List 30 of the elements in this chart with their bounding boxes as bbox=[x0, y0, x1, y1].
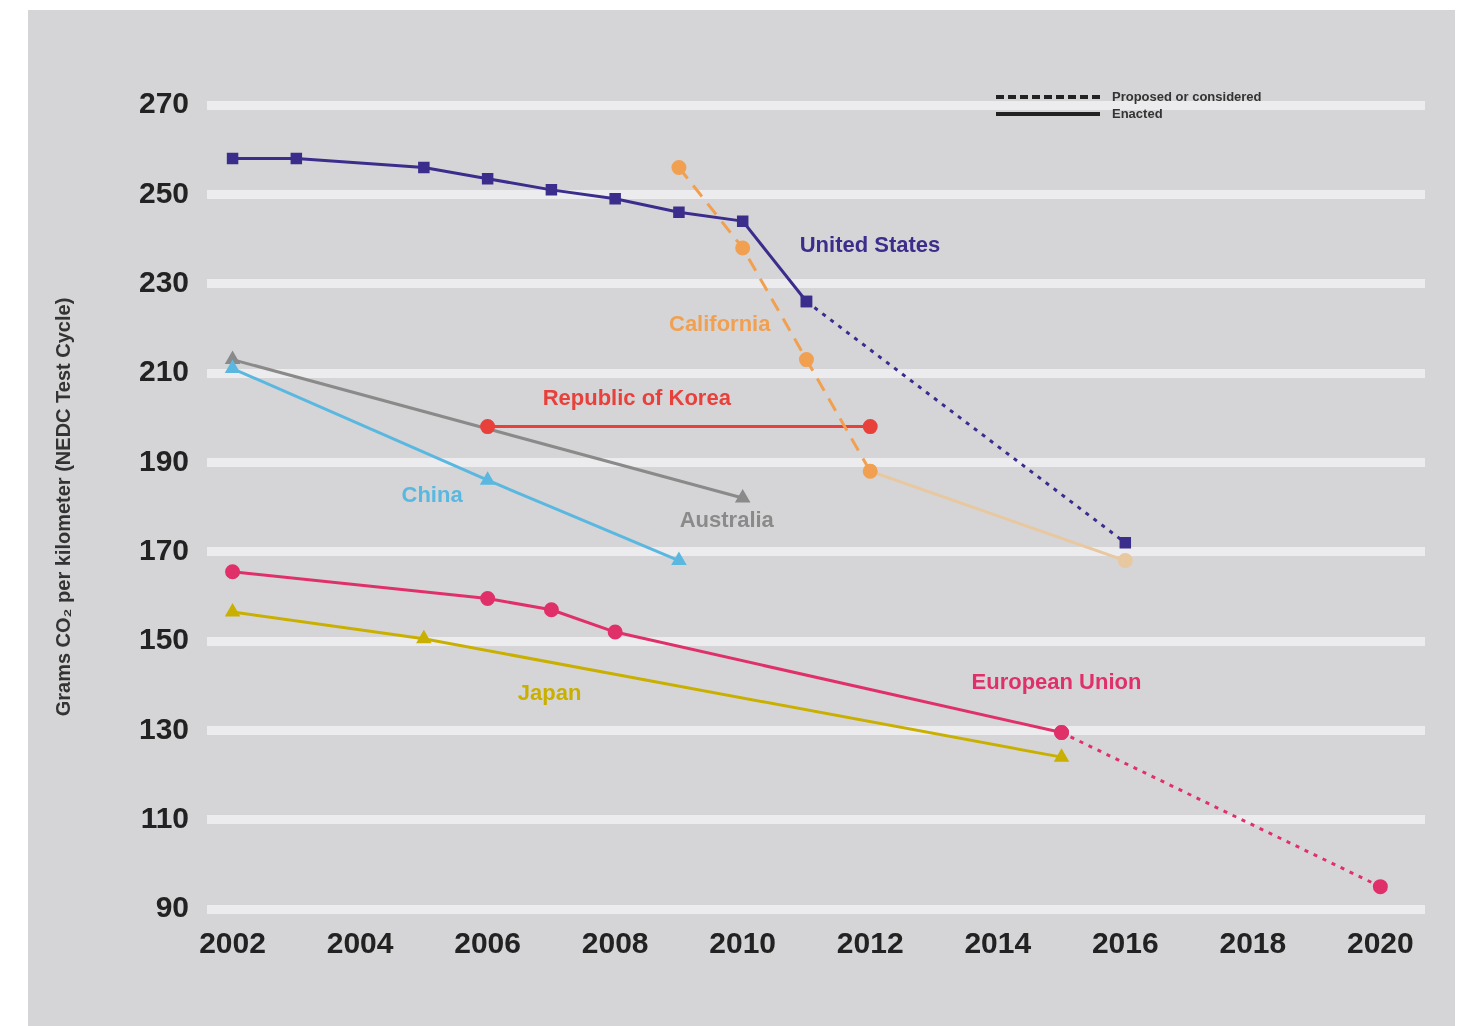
y-tick-label: 90 bbox=[155, 890, 190, 924]
x-tick-label: 2006 bbox=[454, 926, 521, 960]
x-tick-label: 2012 bbox=[836, 926, 904, 960]
y-tick-label: 250 bbox=[138, 175, 190, 209]
x-tick-label: 2004 bbox=[326, 926, 394, 960]
series-label: Australia bbox=[679, 507, 775, 533]
annotation: Enacted bbox=[1112, 106, 1163, 121]
x-tick-label: 2002 bbox=[199, 926, 266, 960]
x-tick-label: 2020 bbox=[1346, 926, 1414, 960]
x-tick-label: 2014 bbox=[964, 926, 1032, 960]
y-tick-label: 150 bbox=[138, 622, 190, 656]
x-tick-label: 2010 bbox=[709, 926, 777, 960]
x-tick-label: 2008 bbox=[581, 926, 649, 960]
x-tick-label: 2016 bbox=[1091, 926, 1159, 960]
y-tick-label: 170 bbox=[138, 532, 190, 566]
series-label: United States bbox=[799, 232, 941, 258]
y-tick-label: 190 bbox=[138, 443, 190, 477]
y-tick-label: 270 bbox=[138, 86, 190, 120]
series-label: China bbox=[401, 482, 464, 508]
series-label: European Union bbox=[971, 668, 1142, 694]
text: Proposed or considered bbox=[1112, 89, 1262, 104]
series-label: Japan bbox=[517, 679, 582, 705]
x-tick-label: 2018 bbox=[1219, 926, 1287, 960]
y-tick-label: 230 bbox=[138, 264, 190, 298]
y-tick-label: 110 bbox=[140, 800, 190, 834]
series-label: California bbox=[668, 310, 772, 336]
y-tick-label: 130 bbox=[138, 711, 190, 745]
series-label: Republic of Korea bbox=[542, 384, 732, 410]
y-axis-title: Grams CO₂ per kilometer (NEDC Test Cycle) bbox=[51, 297, 74, 717]
y-tick-label: 210 bbox=[138, 354, 190, 388]
